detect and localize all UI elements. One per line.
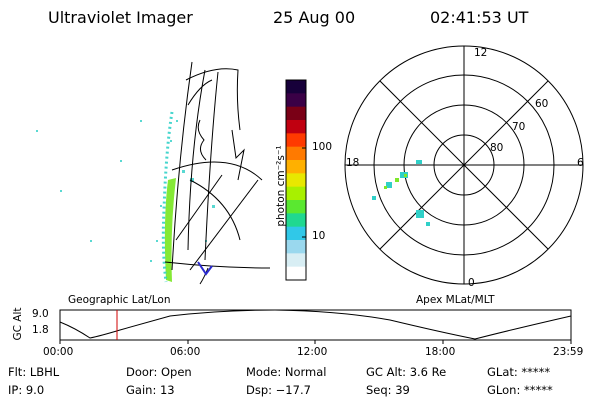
colorbar-cell [286,173,306,188]
dsp-readout: Dsp: −17.7 [246,383,311,397]
glon-readout: GLon: ***** [487,383,553,397]
polar-caption: Apex MLat/MLT [416,294,495,306]
coastline-segment [197,261,213,276]
door-readout: Door: Open [126,365,192,379]
geographic-grid [164,61,271,285]
ip-readout: IP: 9.0 [8,383,45,397]
colorbar-cell [286,133,306,148]
altitude-y-tick-low: 1.8 [32,324,49,336]
lat-label-70: 70 [512,121,526,133]
colorbar-cell [286,240,306,254]
geographic-image-panel [36,61,271,285]
colorbar-cell [286,80,306,94]
altitude-x-tick-0: 00:00 [43,346,74,358]
mlt-label-0: 0 [468,277,475,289]
altitude-x-ticks [59,340,572,344]
time-label: 02:41:53 UT [430,8,529,27]
colorbar-label-100: 100 [312,141,333,153]
polar-aurora [372,160,430,226]
altitude-x-tick-1: 06:00 [170,346,201,358]
mlt-label-12: 12 [474,47,488,59]
colorbar-cell [286,226,306,241]
polar-plot [344,45,584,285]
colorbar-cell [286,186,306,201]
gain-readout: Gain: 13 [126,383,175,397]
colorbar-cell [286,146,306,161]
date-label: 25 Aug 00 [273,8,356,27]
gc-alt-readout: GC Alt: 3.6 Re [366,365,447,379]
instrument-title: Ultraviolet Imager [48,8,193,27]
altitude-y-label: GC Alt [12,307,24,341]
colorbar-cell [286,93,306,108]
altitude-y-tick-high: 9.0 [32,308,49,320]
colorbar-cell [286,106,306,121]
glat-readout: GLat: ***** [487,365,551,379]
colorbar-frame [285,79,307,281]
colorbar-cell [286,120,306,134]
mlt-label-18: 18 [346,157,360,169]
colorbar-cell [286,213,306,228]
colorbar-label-10: 10 [312,230,326,242]
colorbar-cell [286,160,306,174]
aurora-band [164,178,176,282]
seq-readout: Seq: 39 [366,383,410,397]
mlt-label-6: 6 [577,157,584,169]
filter-readout: Flt: LBHL [8,365,60,379]
colorbar-cell [286,266,306,281]
lat-label-80: 80 [490,142,504,154]
altitude-curve [59,309,572,340]
altitude-x-tick-4: 23:59 [553,346,584,358]
colorbar-cell [286,200,306,214]
mode-readout: Mode: Normal [246,365,327,379]
lat-label-60: 60 [535,98,549,110]
altitude-x-tick-2: 12:00 [297,346,328,358]
polar-diagonal-2 [379,80,549,250]
colorbar [285,79,307,281]
altitude-x-tick-3: 18:00 [425,346,456,358]
colorbar-cell [286,253,306,268]
colorbar-unit-label: photon cm⁻²s⁻¹ [275,145,287,227]
altitude-plot [59,309,572,344]
geographic-caption: Geographic Lat/Lon [68,294,171,306]
